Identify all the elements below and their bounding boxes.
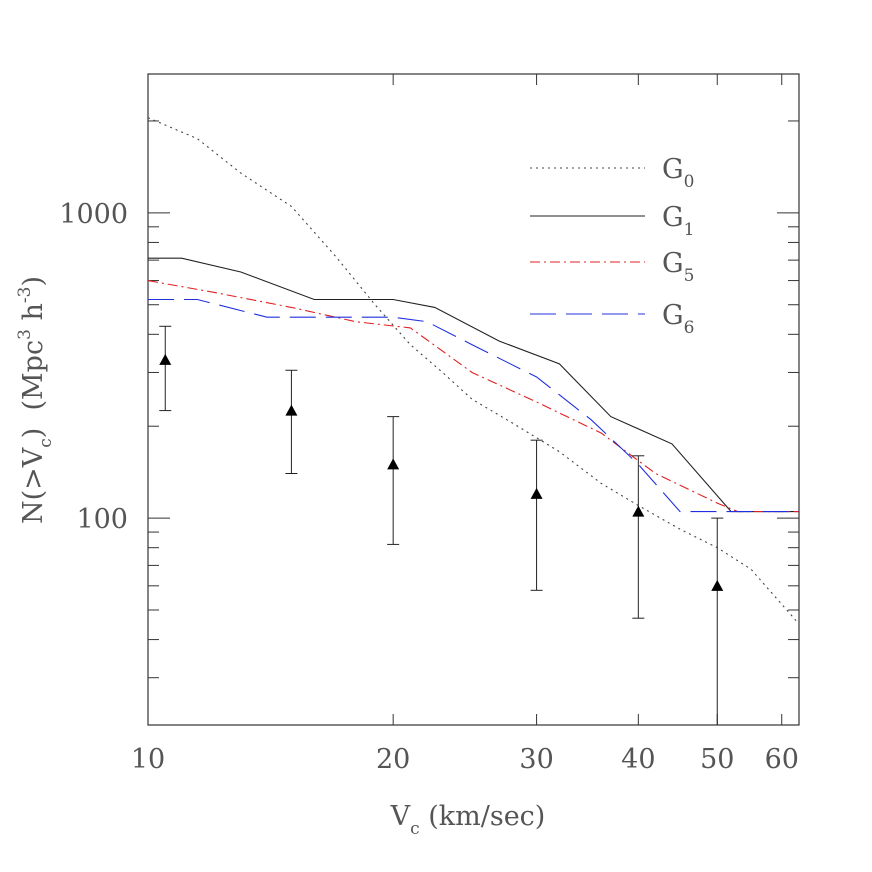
- y-tick-label: 1000: [59, 199, 128, 230]
- series-line-g0: [147, 117, 800, 625]
- series-line-g1: [148, 257, 799, 513]
- data-point-triangle: [285, 404, 298, 416]
- data-point-triangle: [711, 579, 724, 591]
- legend-label-g6: G6: [662, 300, 694, 338]
- data-point-triangle: [530, 487, 543, 499]
- legend: G0 G1 G5 G6: [530, 154, 694, 338]
- data-points: [159, 325, 724, 725]
- series-line-g5: [147, 280, 799, 513]
- x-tick-label: 50: [700, 744, 734, 775]
- x-tick-label: 10: [131, 744, 165, 775]
- legend-label-g0: G0: [662, 154, 694, 192]
- y-tick-labels: 100 1000: [59, 199, 128, 535]
- x-tick-label: 60: [765, 744, 799, 775]
- x-tick-labels: 10 20 30 40 50 60: [131, 744, 799, 775]
- x-tick-label: 40: [621, 744, 655, 775]
- x-axis-label: Vc (km/sec): [390, 801, 546, 839]
- legend-label-g5: G5: [662, 248, 694, 286]
- data-point-triangle: [632, 505, 645, 517]
- plot-frame: [147, 73, 800, 726]
- axis-ticks: [147, 74, 799, 725]
- data-point-triangle: [159, 353, 172, 365]
- x-tick-label: 20: [376, 744, 410, 775]
- x-tick-label: 30: [519, 744, 553, 775]
- legend-label-g1: G1: [662, 202, 694, 240]
- y-tick-label: 100: [76, 504, 128, 535]
- series-line-g6: [148, 298, 799, 513]
- y-axis-label: N(>Vc) (Mpc3 h-3): [15, 276, 56, 524]
- data-point-triangle: [387, 458, 400, 470]
- series-lines: [147, 117, 800, 625]
